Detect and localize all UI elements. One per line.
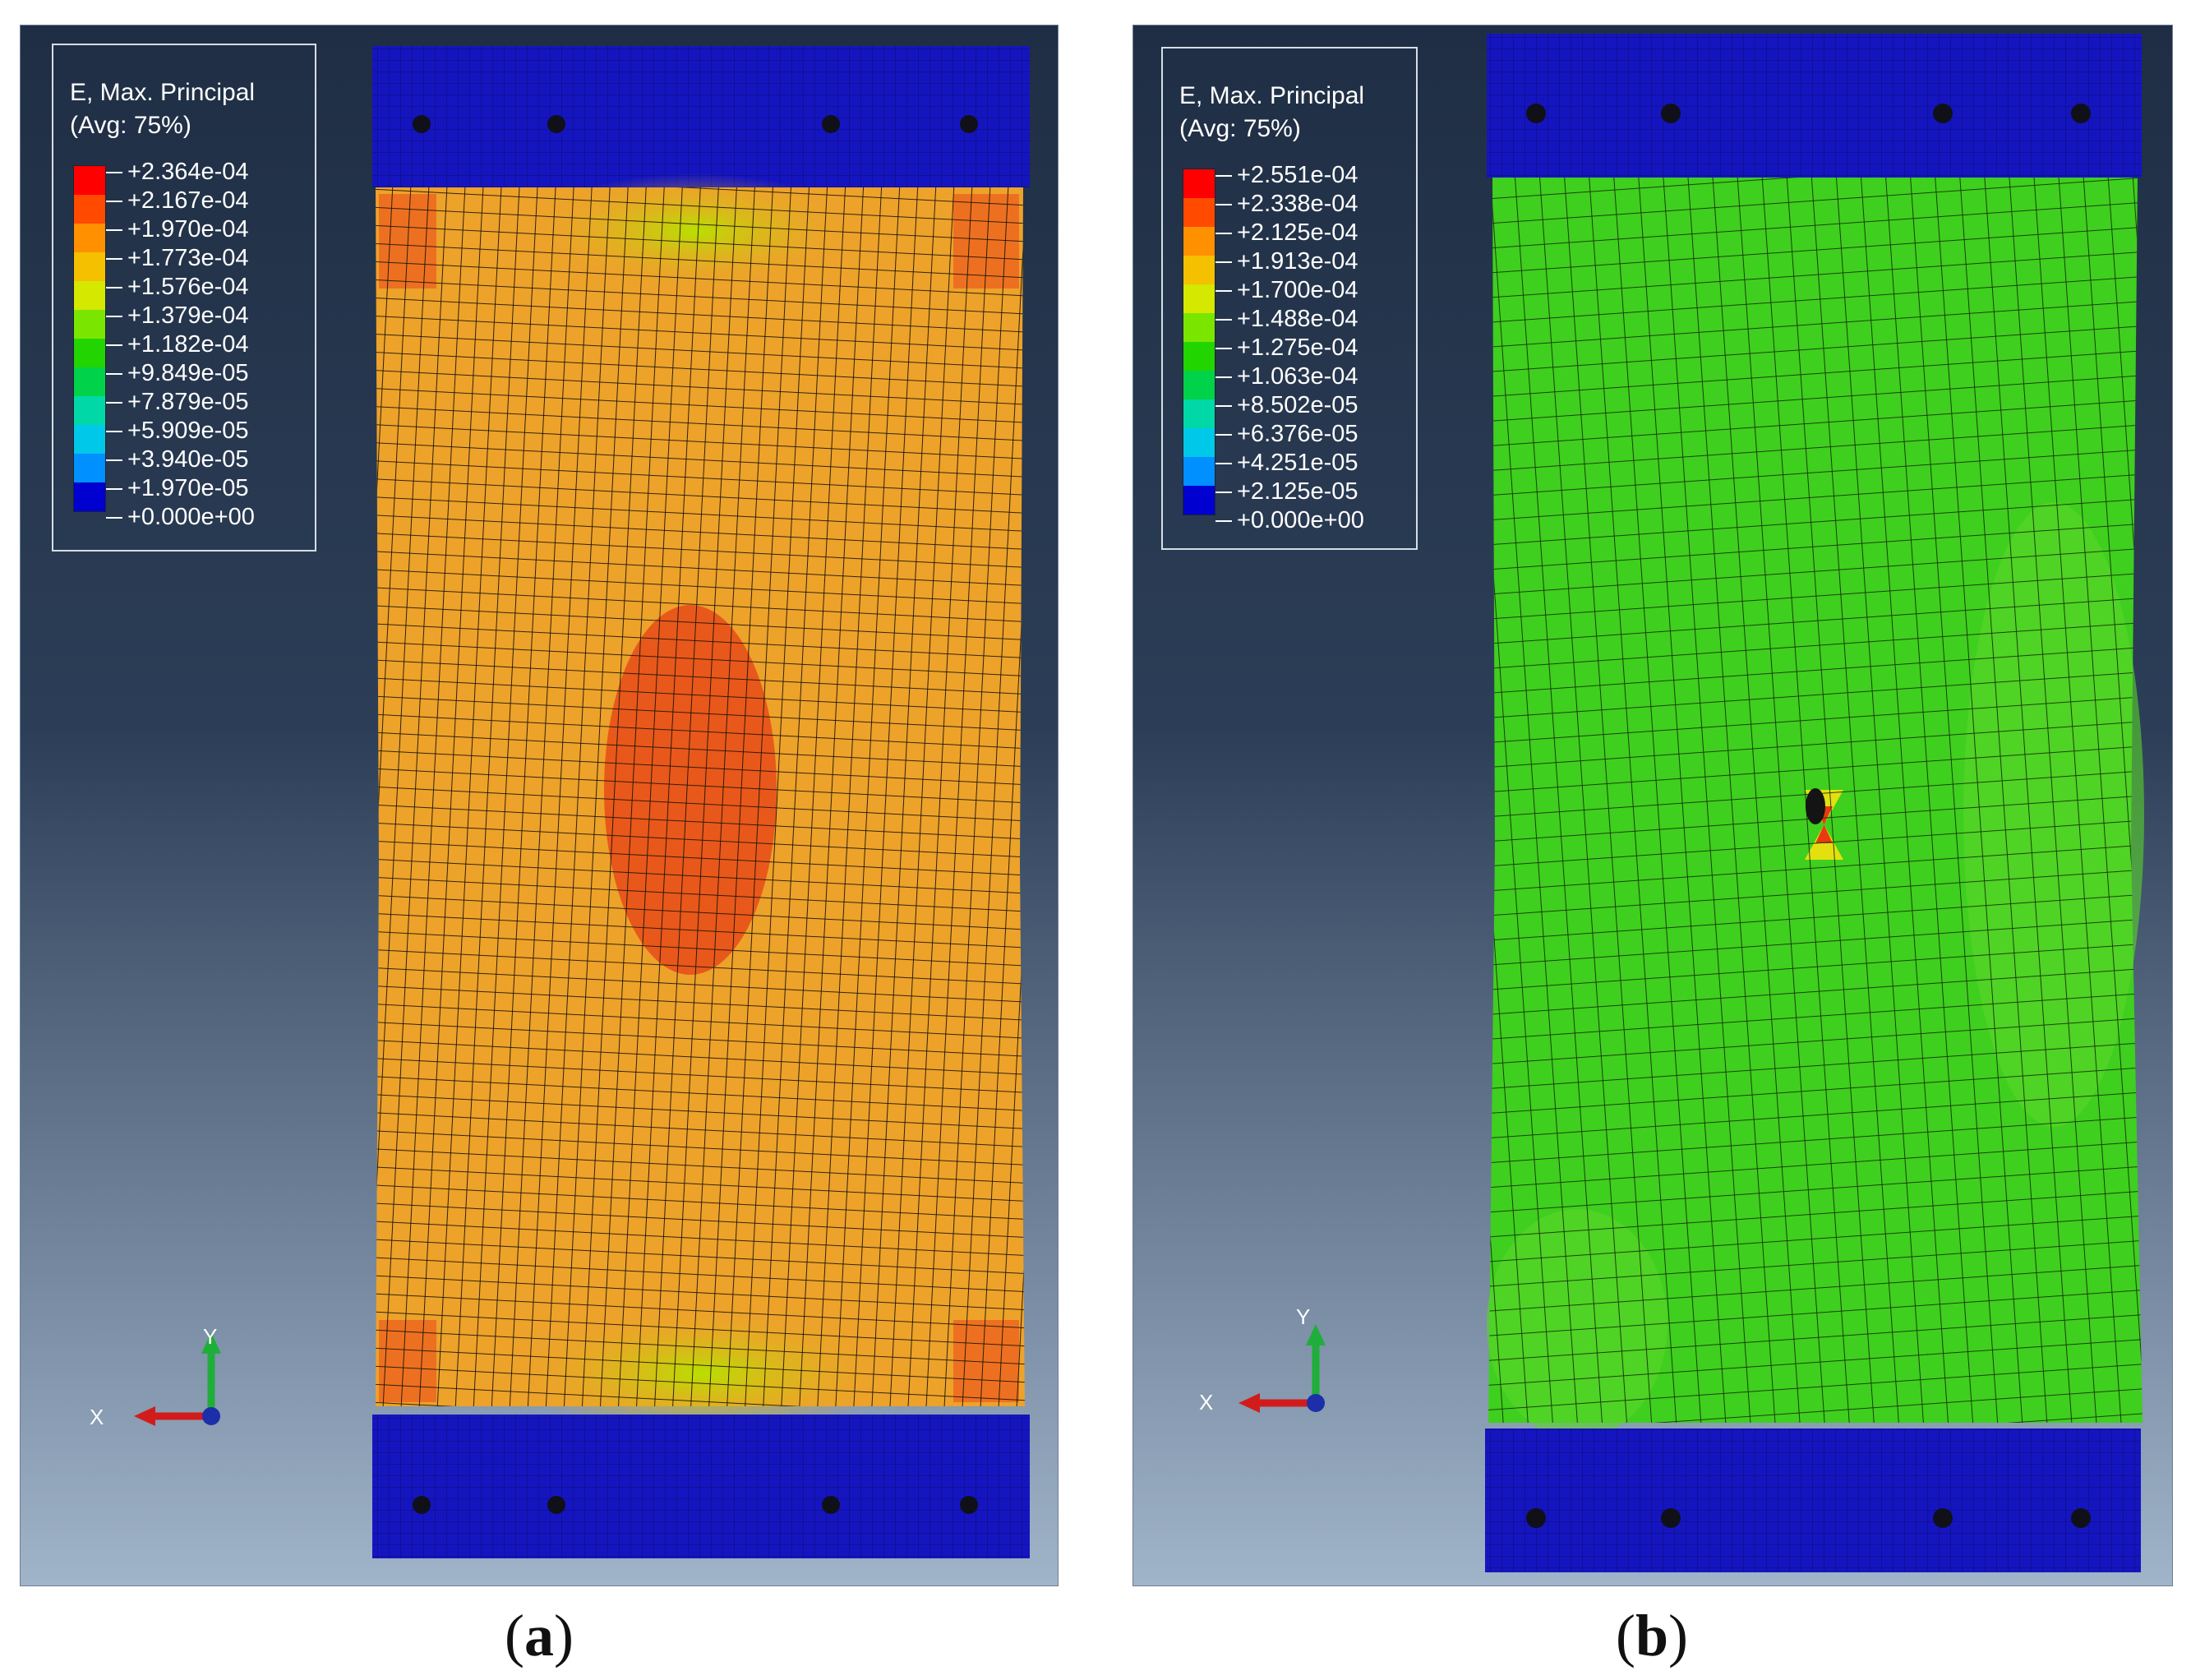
center-hole — [1806, 788, 1825, 824]
bolt-hole — [1661, 104, 1681, 123]
contour-legend: E, Max. Principal (Avg: 75%) +2.551e-04 … — [1161, 47, 1418, 550]
legend-value: +0.000e+00 — [106, 505, 255, 529]
legend-swatch — [1183, 169, 1215, 198]
bolt-hole — [1526, 1508, 1546, 1528]
bolt-hole — [1661, 1508, 1681, 1528]
bolt-hole — [413, 115, 431, 133]
legend-swatch — [1183, 256, 1215, 284]
legend-value: +7.879e-05 — [106, 390, 249, 414]
bolt-hole — [547, 115, 565, 133]
legend-swatch — [1183, 198, 1215, 227]
legend-value: +2.551e-04 — [1215, 164, 1358, 187]
axis-y-label: Y — [203, 1324, 218, 1349]
legend-value: +1.182e-04 — [106, 333, 249, 357]
coordinate-triad-icon — [1238, 1324, 1326, 1413]
legend-title: E, Max. Principal — [70, 79, 256, 106]
legend-swatch — [74, 195, 105, 224]
legend-value: +2.167e-04 — [106, 189, 249, 213]
bolt-hole — [960, 1496, 978, 1514]
legend-color-bar — [73, 165, 106, 512]
legend-value: +0.000e+00 — [1215, 509, 1364, 533]
legend-value: +1.970e-05 — [106, 477, 249, 501]
legend-swatch — [1183, 371, 1215, 399]
bolt-hole — [1933, 104, 1953, 123]
legend-swatch — [1183, 342, 1215, 371]
legend-value: +1.576e-04 — [106, 275, 249, 299]
bolt-hole — [2071, 104, 2091, 123]
bolt-hole — [1933, 1508, 1953, 1528]
axis-x-label: X — [90, 1405, 104, 1429]
bolt-hole — [1526, 104, 1546, 123]
bolt-hole — [822, 115, 840, 133]
contour-legend: E, Max. Principal (Avg: 75%) +2.364e-04 … — [52, 44, 316, 552]
legend-swatch — [74, 252, 105, 281]
legend-swatch — [1183, 227, 1215, 256]
legend-swatch — [74, 339, 105, 367]
legend-value: +2.125e-05 — [1215, 480, 1358, 504]
bolt-hole — [960, 115, 978, 133]
legend-swatch — [74, 166, 105, 195]
legend-swatch — [1183, 284, 1215, 313]
legend-swatch — [74, 310, 105, 339]
legend-color-bar — [1183, 168, 1215, 515]
bolt-hole — [822, 1496, 840, 1514]
legend-swatch — [74, 482, 105, 511]
legend-value: +1.970e-04 — [106, 218, 249, 242]
coordinate-triad-icon — [134, 1332, 221, 1426]
caption-a: (a) — [505, 1603, 574, 1668]
legend-swatch — [74, 425, 105, 454]
legend-swatch — [1183, 428, 1215, 457]
axis-x-label: X — [1199, 1390, 1214, 1415]
bolt-hole — [547, 1496, 565, 1514]
legend-subtitle: (Avg: 75%) — [1179, 115, 1301, 142]
legend-swatch — [1183, 399, 1215, 428]
legend-value: +4.251e-05 — [1215, 451, 1358, 475]
legend-value: +1.700e-04 — [1215, 279, 1358, 302]
legend-subtitle: (Avg: 75%) — [70, 112, 191, 139]
legend-value: +1.063e-04 — [1215, 365, 1358, 389]
bolt-hole — [413, 1496, 431, 1514]
legend-value: +1.488e-04 — [1215, 307, 1358, 331]
legend-swatch — [1183, 313, 1215, 342]
legend-value: +2.364e-04 — [106, 160, 249, 184]
caption-b: (b) — [1615, 1603, 1688, 1668]
legend-swatch — [74, 281, 105, 310]
panel-a: E, Max. Principal (Avg: 75%) +2.364e-04 … — [20, 25, 1059, 1586]
legend-value: +1.913e-04 — [1215, 250, 1358, 274]
legend-value: +1.773e-04 — [106, 247, 249, 270]
axis-y-label: Y — [1296, 1304, 1311, 1329]
legend-swatch — [1183, 486, 1215, 515]
legend-value: +1.275e-04 — [1215, 336, 1358, 360]
legend-value: +9.849e-05 — [106, 362, 249, 385]
legend-swatch — [74, 454, 105, 482]
legend-value: +5.909e-05 — [106, 419, 249, 443]
legend-swatch — [74, 224, 105, 252]
legend-value: +6.376e-05 — [1215, 422, 1358, 446]
legend-value: +1.379e-04 — [106, 304, 249, 328]
bolt-hole — [2071, 1508, 2091, 1528]
specimen-model — [372, 46, 1030, 1558]
legend-title: E, Max. Principal — [1179, 82, 1365, 109]
panel-b: E, Max. Principal (Avg: 75%) +2.551e-04 … — [1132, 25, 2173, 1586]
legend-value: +8.502e-05 — [1215, 394, 1358, 418]
legend-swatch — [74, 367, 105, 396]
legend-swatch — [1183, 457, 1215, 486]
specimen-model — [1485, 34, 2144, 1572]
legend-value: +2.125e-04 — [1215, 221, 1358, 245]
legend-value: +3.940e-05 — [106, 448, 249, 472]
legend-swatch — [74, 396, 105, 425]
legend-value: +2.338e-04 — [1215, 192, 1358, 216]
